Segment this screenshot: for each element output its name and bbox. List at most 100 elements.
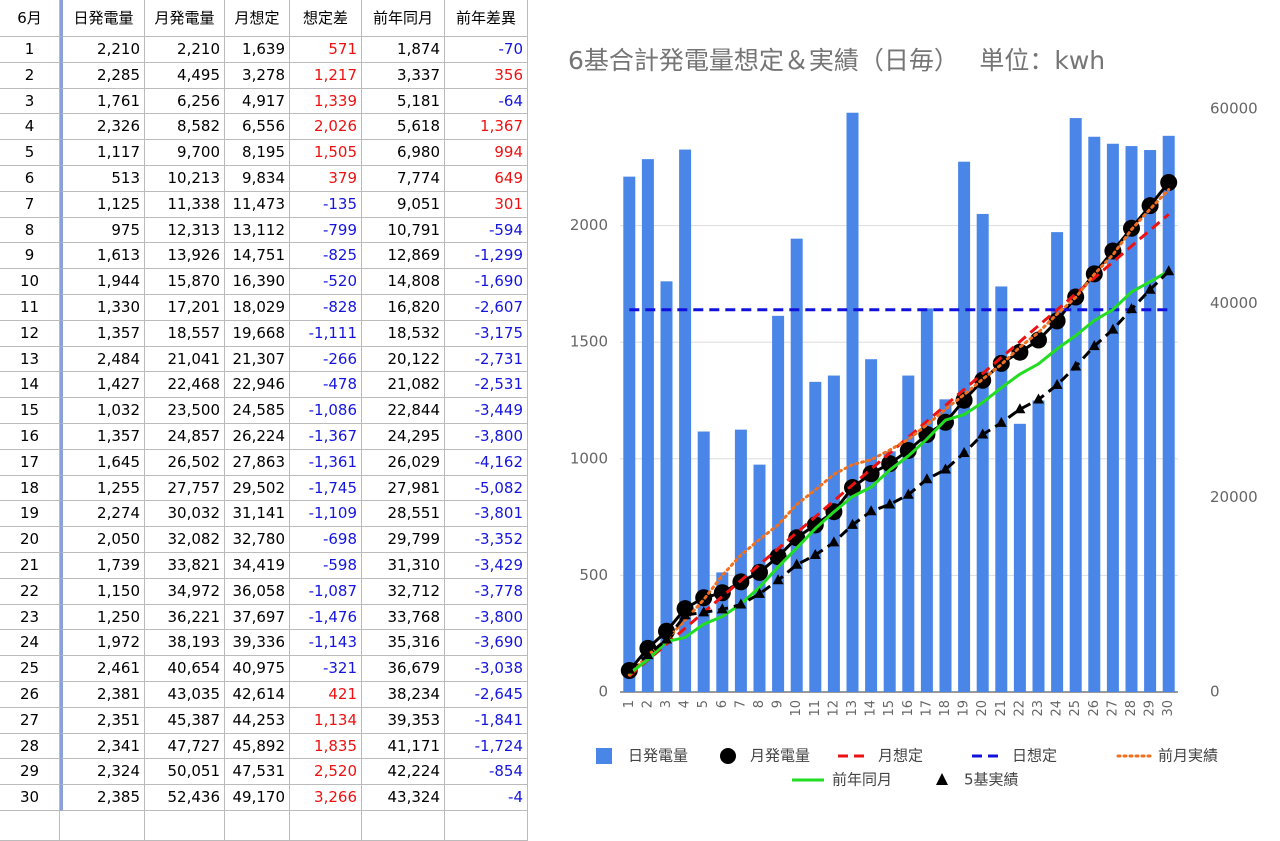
table-cell[interactable]: 2,351 bbox=[60, 707, 145, 734]
table-cell[interactable]: -135 bbox=[290, 191, 362, 218]
table-cell[interactable]: 43,324 bbox=[362, 785, 445, 811]
table-cell[interactable]: 27,863 bbox=[225, 449, 290, 476]
table-cell[interactable]: 8,582 bbox=[145, 114, 225, 141]
table-cell[interactable]: 15,870 bbox=[145, 269, 225, 295]
table-cell[interactable]: -1,745 bbox=[290, 475, 362, 502]
table-cell[interactable]: 35,316 bbox=[362, 630, 445, 657]
empty-cell[interactable] bbox=[290, 811, 362, 841]
table-cell[interactable]: -2,645 bbox=[445, 682, 528, 708]
table-cell[interactable]: 10 bbox=[0, 269, 60, 295]
table-cell[interactable]: 7 bbox=[0, 191, 60, 218]
table-cell[interactable]: 27,981 bbox=[362, 475, 445, 502]
table-cell[interactable]: 24,295 bbox=[362, 424, 445, 450]
table-cell[interactable]: 13 bbox=[0, 346, 60, 373]
table-cell[interactable]: 1,357 bbox=[60, 424, 145, 450]
table-cell[interactable]: 49,170 bbox=[225, 785, 290, 811]
table-cell[interactable]: 1,739 bbox=[60, 553, 145, 579]
table-cell[interactable]: -1,111 bbox=[290, 320, 362, 347]
empty-cell[interactable] bbox=[0, 811, 60, 841]
table-cell[interactable]: -2,731 bbox=[445, 346, 528, 373]
table-cell[interactable]: -64 bbox=[445, 88, 528, 115]
table-cell[interactable]: 1 bbox=[0, 37, 60, 63]
table-cell[interactable]: 3,278 bbox=[225, 62, 290, 89]
table-cell[interactable]: 1,032 bbox=[60, 398, 145, 424]
table-cell[interactable]: 975 bbox=[60, 217, 145, 244]
table-cell[interactable]: -3,038 bbox=[445, 656, 528, 682]
table-cell[interactable]: 649 bbox=[445, 166, 528, 192]
table-cell[interactable]: 9,700 bbox=[145, 140, 225, 166]
table-cell[interactable]: 8 bbox=[0, 217, 60, 244]
table-cell[interactable]: -3,175 bbox=[445, 320, 528, 347]
table-cell[interactable]: -1,841 bbox=[445, 707, 528, 734]
table-cell[interactable]: 9,051 bbox=[362, 191, 445, 218]
empty-cell[interactable] bbox=[362, 811, 445, 841]
table-cell[interactable]: 6月 bbox=[0, 0, 60, 37]
table-cell[interactable]: 45,387 bbox=[145, 707, 225, 734]
table-cell[interactable]: 40,654 bbox=[145, 656, 225, 682]
table-cell[interactable]: 1,357 bbox=[60, 320, 145, 347]
table-cell[interactable]: 23 bbox=[0, 604, 60, 631]
table-cell[interactable]: 2,326 bbox=[60, 114, 145, 141]
table-cell[interactable]: 4 bbox=[0, 114, 60, 141]
table-cell[interactable]: 24 bbox=[0, 630, 60, 657]
table-cell[interactable]: 2,026 bbox=[290, 114, 362, 141]
table-cell[interactable]: 21,307 bbox=[225, 346, 290, 373]
table-cell[interactable]: 11,338 bbox=[145, 191, 225, 218]
table-cell[interactable]: 39,353 bbox=[362, 707, 445, 734]
table-cell[interactable]: -1,143 bbox=[290, 630, 362, 657]
table-cell[interactable]: 2,050 bbox=[60, 527, 145, 553]
table-cell[interactable]: 31,141 bbox=[225, 501, 290, 528]
table-cell[interactable]: 2,324 bbox=[60, 759, 145, 786]
table-cell[interactable]: 994 bbox=[445, 140, 528, 166]
table-cell[interactable]: 20 bbox=[0, 527, 60, 553]
table-cell[interactable]: 2,285 bbox=[60, 62, 145, 89]
table-cell[interactable]: 15 bbox=[0, 398, 60, 424]
table-cell[interactable]: 30 bbox=[0, 785, 60, 811]
table-cell[interactable]: 22,468 bbox=[145, 372, 225, 399]
table-cell[interactable]: 26,224 bbox=[225, 424, 290, 450]
table-cell[interactable]: 2,210 bbox=[145, 37, 225, 63]
table-cell[interactable]: 18,532 bbox=[362, 320, 445, 347]
table-cell[interactable]: 33,821 bbox=[145, 553, 225, 579]
table-cell[interactable]: -2,607 bbox=[445, 295, 528, 321]
table-cell[interactable]: 26,029 bbox=[362, 449, 445, 476]
table-cell[interactable]: 2,274 bbox=[60, 501, 145, 528]
table-cell[interactable]: -1,690 bbox=[445, 269, 528, 295]
table-cell[interactable]: 想定差 bbox=[290, 0, 362, 37]
table-cell[interactable]: 301 bbox=[445, 191, 528, 218]
table-cell[interactable]: 47,531 bbox=[225, 759, 290, 786]
table-cell[interactable]: -5,082 bbox=[445, 475, 528, 502]
table-cell[interactable]: 18,029 bbox=[225, 295, 290, 321]
table-cell[interactable]: -4,162 bbox=[445, 449, 528, 476]
table-cell[interactable]: -3,429 bbox=[445, 553, 528, 579]
table-cell[interactable]: 42,614 bbox=[225, 682, 290, 708]
table-cell[interactable]: 45,892 bbox=[225, 733, 290, 760]
table-cell[interactable]: 1,330 bbox=[60, 295, 145, 321]
table-cell[interactable]: 21,041 bbox=[145, 346, 225, 373]
table-cell[interactable]: 24,857 bbox=[145, 424, 225, 450]
table-cell[interactable]: -825 bbox=[290, 243, 362, 270]
table-cell[interactable]: -3,778 bbox=[445, 578, 528, 605]
table-cell[interactable]: 42,224 bbox=[362, 759, 445, 786]
table-cell[interactable]: 22,946 bbox=[225, 372, 290, 399]
table-cell[interactable]: 30,032 bbox=[145, 501, 225, 528]
empty-cell[interactable] bbox=[60, 811, 145, 841]
table-cell[interactable]: 月発電量 bbox=[145, 0, 225, 37]
table-cell[interactable]: 36,221 bbox=[145, 604, 225, 631]
table-cell[interactable]: 40,975 bbox=[225, 656, 290, 682]
table-cell[interactable]: 6,980 bbox=[362, 140, 445, 166]
table-cell[interactable]: 13,112 bbox=[225, 217, 290, 244]
table-cell[interactable]: 1,645 bbox=[60, 449, 145, 476]
table-cell[interactable]: 36,679 bbox=[362, 656, 445, 682]
table-cell[interactable]: -1,299 bbox=[445, 243, 528, 270]
table-cell[interactable]: -1,367 bbox=[290, 424, 362, 450]
table-cell[interactable]: 14,751 bbox=[225, 243, 290, 270]
table-cell[interactable]: -3,801 bbox=[445, 501, 528, 528]
table-cell[interactable]: 1,367 bbox=[445, 114, 528, 141]
table-cell[interactable]: 4,917 bbox=[225, 88, 290, 115]
table-cell[interactable]: 513 bbox=[60, 166, 145, 192]
table-cell[interactable]: -3,690 bbox=[445, 630, 528, 657]
table-cell[interactable]: 379 bbox=[290, 166, 362, 192]
table-cell[interactable]: 37,697 bbox=[225, 604, 290, 631]
table-cell[interactable]: 21 bbox=[0, 553, 60, 579]
